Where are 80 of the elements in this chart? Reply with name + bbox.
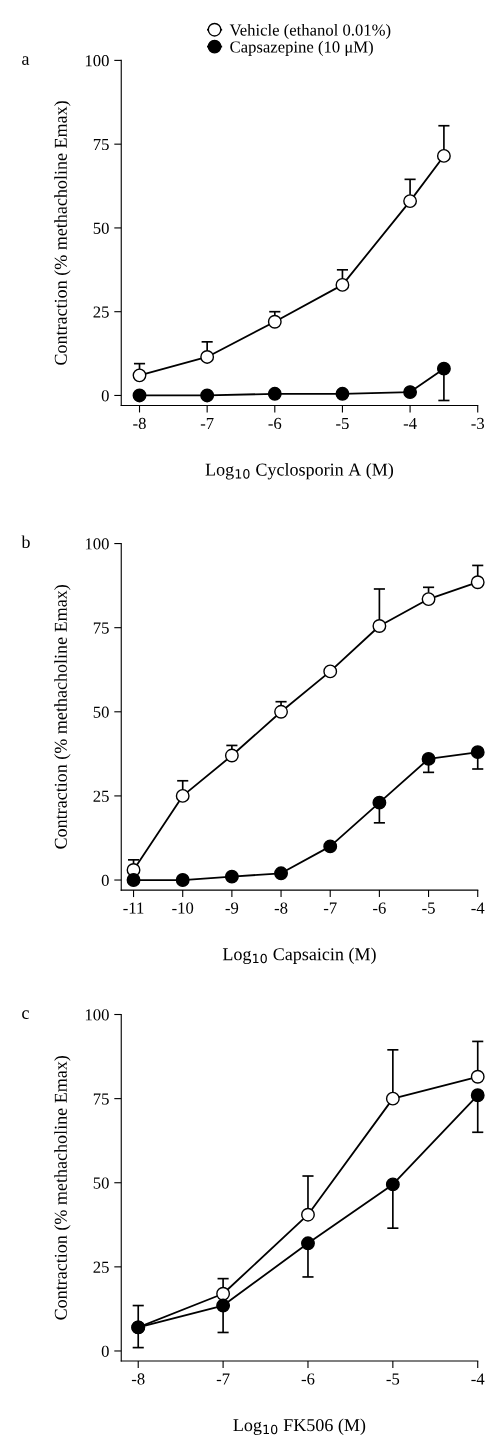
y-tick-label: 25 [93, 790, 109, 802]
point [470, 1088, 485, 1103]
x-tick-label: -6 [373, 902, 386, 914]
x-tick-label: -5 [336, 417, 349, 430]
y-axis-title: Contraction (% methacholine Emax) [54, 585, 71, 849]
point [385, 1091, 400, 1106]
x-tick-label: -4 [403, 417, 417, 429]
x-tick-label: -9 [225, 902, 239, 914]
point [335, 386, 350, 401]
legend-label: Vehicle (ethanol 0.01%) [229, 23, 391, 40]
point [274, 704, 288, 719]
point [126, 873, 141, 887]
x-tick-label: -7 [200, 417, 214, 429]
point [301, 1236, 315, 1251]
point [372, 619, 387, 633]
x-tick-label: -7 [216, 1373, 230, 1385]
y-tick-label: 100 [85, 1009, 109, 1021]
point [470, 745, 485, 760]
x-tick-label: -8 [274, 902, 288, 914]
point [421, 751, 436, 766]
point [267, 386, 282, 401]
point [224, 869, 239, 884]
point [470, 575, 485, 590]
y-tick-label: 50 [93, 706, 109, 718]
point [200, 388, 215, 403]
point [175, 873, 190, 887]
y-tick-label: 100 [85, 538, 109, 550]
point [372, 795, 387, 810]
x-tick-label: -4 [471, 1373, 485, 1385]
y-tick-label: 75 [93, 622, 109, 634]
y-tick-label: 75 [93, 139, 109, 151]
chart-title: c [22, 1010, 29, 1020]
y-tick-label: 0 [101, 1345, 109, 1357]
point [323, 839, 338, 854]
x-tick-label: -10 [172, 902, 194, 914]
x-tick-label: -5 [386, 1373, 400, 1385]
y-tick-label: 50 [93, 1177, 109, 1189]
point [403, 385, 418, 400]
point [470, 1069, 485, 1084]
x-axis-title: Log$_{10}$ Capsaicin (M) [222, 947, 376, 965]
point [436, 148, 451, 163]
chart-title: a [22, 56, 30, 65]
y-tick-label: 25 [93, 306, 109, 318]
point [301, 1207, 315, 1222]
y-tick-label: 50 [93, 222, 109, 234]
y-axis-title: Contraction (% methacholine Emax) [54, 1055, 71, 1320]
y-tick-label: 75 [93, 1093, 109, 1105]
x-tick-label: -3 [471, 417, 485, 430]
x-tick-label: -4 [471, 902, 485, 914]
point [323, 664, 338, 679]
point [224, 748, 239, 763]
x-tick-label: -6 [268, 417, 282, 430]
point [216, 1298, 231, 1313]
x-axis-title: Log$_{10}$ Cyclosporin A (M) [205, 462, 394, 480]
point [175, 788, 190, 803]
y-tick-label: 25 [93, 1261, 109, 1273]
point [385, 1177, 400, 1192]
x-tick-label: -5 [422, 902, 435, 914]
point [274, 866, 288, 881]
point [403, 194, 418, 209]
point [200, 349, 215, 364]
x-axis-title: Log$_{10}$ FK506 (M) [233, 1418, 366, 1435]
x-tick-label: -11 [123, 902, 144, 914]
legend-label: Capsazepine (10 μM) [230, 40, 373, 56]
y-tick-label: 100 [85, 55, 109, 67]
y-axis-title: Contraction (% methacholine Emax) [54, 101, 71, 365]
point [335, 277, 350, 292]
x-tick-label: -6 [301, 1373, 315, 1385]
y-tick-label: 0 [101, 390, 109, 402]
y-tick-label: 0 [101, 874, 109, 886]
point [436, 361, 451, 376]
x-tick-label: -8 [131, 1373, 145, 1385]
chart-title: b [21, 535, 30, 549]
point [132, 368, 147, 383]
point [421, 592, 436, 607]
point [132, 388, 147, 403]
x-tick-label: -8 [133, 417, 146, 430]
x-tick-label: -7 [323, 902, 337, 914]
point [216, 1286, 231, 1301]
point [267, 314, 282, 329]
